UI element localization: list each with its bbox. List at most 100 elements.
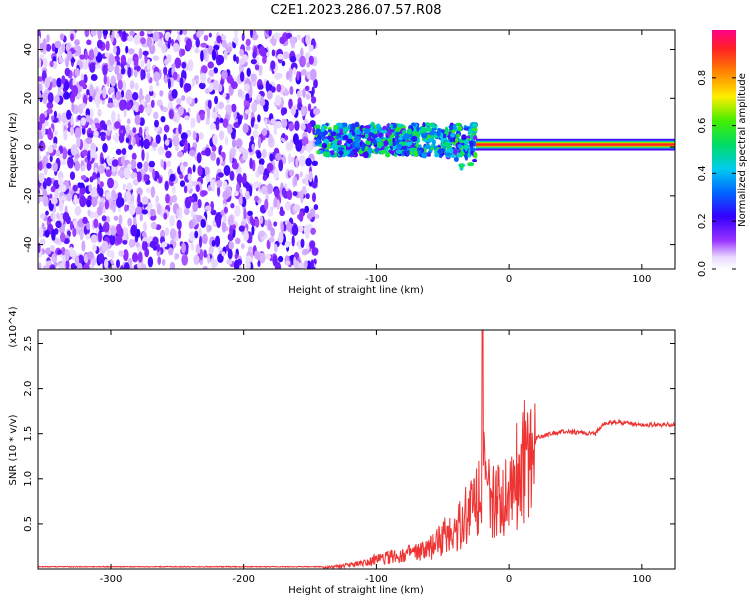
- heatmap-cell: [200, 50, 204, 62]
- heatmap-cell: [293, 256, 297, 268]
- heatmap-cell: [102, 86, 107, 99]
- heatmap-cell: [147, 256, 154, 268]
- heatmap-cell: [39, 42, 44, 53]
- heatmap-cell: [138, 139, 142, 146]
- x-tick-label: -100: [365, 274, 388, 285]
- heatmap-cell: [44, 77, 51, 89]
- heatmap-cell: [153, 111, 159, 120]
- heatmap-cell: [61, 147, 68, 160]
- heatmap-cell: [192, 201, 199, 212]
- heatmap-cell: [311, 96, 317, 104]
- heatmap-cell: [90, 234, 98, 244]
- heatmap-cell: [41, 142, 46, 151]
- heatmap-cell: [453, 156, 459, 162]
- heatmap-cell: [338, 150, 344, 156]
- heatmap-cell: [203, 249, 207, 258]
- heatmap-cell: [74, 160, 81, 172]
- heatmap-cell: [143, 138, 151, 150]
- heatmap-cell: [123, 249, 129, 262]
- heatmap-cell: [169, 261, 176, 269]
- heatmap-cell: [181, 242, 186, 254]
- heatmap-cell: [139, 30, 145, 37]
- heatmap-cell: [266, 239, 271, 250]
- heatmap-cell: [261, 185, 268, 195]
- heatmap-cell: [343, 151, 349, 156]
- heatmap-cell: [251, 102, 257, 113]
- heatmap-cell: [187, 59, 194, 72]
- heatmap-cell: [99, 224, 103, 234]
- heatmap-cell: [47, 92, 54, 104]
- heatmap-cell: [234, 253, 238, 260]
- heatmap-cell: [216, 216, 222, 229]
- spectrogram-x-label: Height of straight line (km): [288, 285, 424, 296]
- heatmap-cell: [341, 122, 348, 128]
- heatmap-cell: [127, 217, 133, 227]
- heatmap-cell: [216, 35, 222, 44]
- y-tick-label: 2.0: [23, 381, 34, 397]
- heatmap-cell: [227, 215, 234, 227]
- heatmap-cell: [266, 51, 270, 57]
- heatmap-cell: [48, 127, 52, 137]
- heatmap-cell: [288, 122, 295, 132]
- heatmap-cell: [179, 77, 184, 88]
- heatmap-cell: [132, 127, 137, 134]
- heatmap-cell: [444, 126, 449, 133]
- heatmap-cell: [122, 226, 129, 235]
- heatmap-cell: [129, 80, 135, 90]
- heatmap-cell: [133, 69, 138, 78]
- heatmap-cell: [138, 104, 144, 114]
- heatmap-cell: [293, 204, 301, 213]
- heatmap-cell: [290, 157, 295, 163]
- heatmap-cell: [150, 186, 156, 198]
- heatmap-cell: [444, 152, 452, 156]
- heatmap-cell: [342, 135, 349, 141]
- heatmap-cell: [121, 148, 127, 155]
- heatmap-cell: [395, 149, 403, 155]
- heatmap-cell: [462, 144, 469, 150]
- heatmap-cell: [117, 169, 124, 177]
- heatmap-cell: [53, 136, 58, 145]
- x-tick-label: -200: [232, 274, 255, 285]
- heatmap-cell: [222, 190, 229, 200]
- heatmap-cell: [90, 149, 96, 159]
- heatmap-cell: [297, 101, 303, 111]
- heatmap-cell: [45, 210, 49, 216]
- heatmap-cell: [113, 45, 117, 55]
- heatmap-cell: [127, 35, 134, 42]
- colorbar-label: Normalized spectral amplitude: [737, 73, 748, 227]
- y-tick-label: 0.5: [23, 516, 34, 532]
- heatmap-cell: [167, 78, 171, 90]
- heatmap-cell: [285, 260, 291, 266]
- heatmap-cell: [313, 108, 321, 115]
- heatmap-cell: [411, 135, 418, 142]
- heatmap-cell: [354, 142, 361, 148]
- heatmap-cell: [299, 171, 303, 178]
- heatmap-cell: [192, 180, 197, 187]
- heatmap-cell: [79, 195, 87, 208]
- heatmap-cell: [81, 165, 86, 172]
- heatmap-cell: [267, 209, 274, 217]
- heatmap-cell: [213, 67, 218, 74]
- heatmap-cell: [330, 137, 335, 141]
- heatmap-cell: [125, 137, 130, 144]
- heatmap-cell: [294, 176, 298, 187]
- heatmap-cell: [160, 104, 164, 111]
- x-tick-label: -200: [232, 574, 255, 585]
- heatmap-cell: [135, 241, 140, 248]
- heatmap-cell: [41, 124, 46, 137]
- heatmap-cell: [163, 161, 167, 171]
- heatmap-cell: [138, 47, 143, 60]
- heatmap-cell: [415, 142, 419, 148]
- heatmap-cell: [262, 128, 268, 136]
- y-tick-label: 20: [23, 92, 34, 105]
- heatmap-cell: [44, 229, 50, 238]
- heatmap-cell: [282, 107, 288, 115]
- heatmap-cell: [106, 76, 110, 87]
- heatmap-cell: [321, 142, 327, 149]
- heatmap-cell: [64, 67, 71, 77]
- heatmap-cell: [398, 136, 404, 141]
- heatmap-cell: [154, 119, 159, 128]
- heatmap-cell: [295, 157, 299, 168]
- heatmap-cell: [250, 117, 255, 128]
